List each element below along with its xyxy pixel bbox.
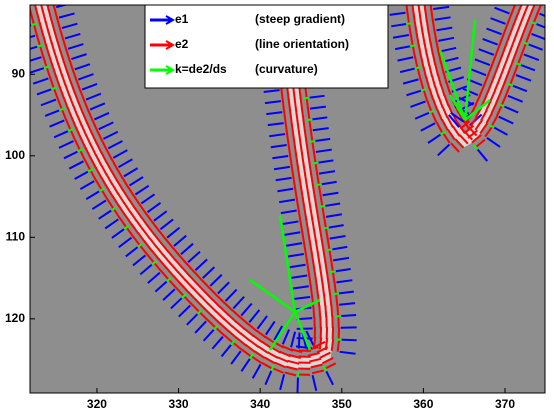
legend-description: (curvature) bbox=[255, 62, 318, 76]
k-arrow bbox=[306, 119, 312, 120]
e2-arrow bbox=[331, 305, 332, 317]
e2-arrow bbox=[406, 1, 407, 13]
e1-arrow bbox=[255, 2, 271, 3]
e2-arrow bbox=[278, 0, 279, 1]
e2-arrow bbox=[336, 293, 337, 305]
x-tick-label: 370 bbox=[495, 397, 515, 411]
legend-label: e2 bbox=[175, 37, 189, 51]
x-tick-label: 330 bbox=[169, 397, 189, 411]
k-arrow bbox=[25, 2, 31, 3]
e2-arrow bbox=[312, 295, 313, 307]
y-tick-label: 90 bbox=[12, 66, 26, 80]
y-tick-label: 120 bbox=[5, 311, 25, 325]
k-arrow bbox=[333, 293, 339, 294]
e1-arrow bbox=[14, 14, 29, 18]
legend-label: e1 bbox=[175, 12, 189, 26]
e1-arrow bbox=[388, 2, 404, 4]
x-tick-label: 360 bbox=[413, 397, 433, 411]
e2-arrow bbox=[325, 305, 326, 317]
k-arrow bbox=[410, 45, 416, 46]
e1-arrow bbox=[340, 315, 356, 316]
x-tick-label: 320 bbox=[87, 397, 107, 411]
e2-arrow bbox=[418, 0, 419, 12]
k-arrow bbox=[309, 141, 315, 142]
legend-description: (steep gradient) bbox=[255, 12, 345, 26]
k-arrow bbox=[327, 249, 333, 250]
k-arrow bbox=[313, 163, 319, 164]
k-arrow bbox=[415, 67, 421, 68]
e2-arrow bbox=[515, 0, 520, 4]
k-arrow bbox=[316, 184, 322, 185]
e2-arrow bbox=[424, 0, 425, 11]
e2-arrow bbox=[284, 0, 285, 1]
e2-arrow bbox=[272, 0, 273, 2]
e1-arrow bbox=[297, 377, 298, 393]
e2-arrow bbox=[319, 306, 320, 318]
k-arrow bbox=[304, 98, 310, 99]
k-arrow bbox=[403, 1, 409, 2]
e2-arrow bbox=[324, 294, 325, 306]
y-tick-label: 110 bbox=[6, 229, 26, 243]
e2-arrow bbox=[330, 294, 331, 306]
e1-arrow bbox=[499, 0, 514, 3]
k-arrow bbox=[406, 23, 412, 24]
y-tick-label: 100 bbox=[5, 148, 25, 162]
x-tick-label: 350 bbox=[332, 397, 352, 411]
e1-arrow bbox=[341, 340, 357, 341]
k-arrow bbox=[319, 206, 325, 207]
k-arrow bbox=[323, 228, 329, 229]
e2-arrow bbox=[313, 306, 314, 318]
legend-label: k=de2/ds bbox=[175, 62, 227, 76]
x-tick-label: 340 bbox=[250, 397, 270, 411]
legend-description: (line orientation) bbox=[255, 37, 349, 51]
e2-arrow bbox=[412, 1, 413, 13]
k-arrow bbox=[330, 271, 336, 272]
e1-arrow bbox=[11, 3, 27, 7]
e2-arrow bbox=[337, 304, 338, 316]
